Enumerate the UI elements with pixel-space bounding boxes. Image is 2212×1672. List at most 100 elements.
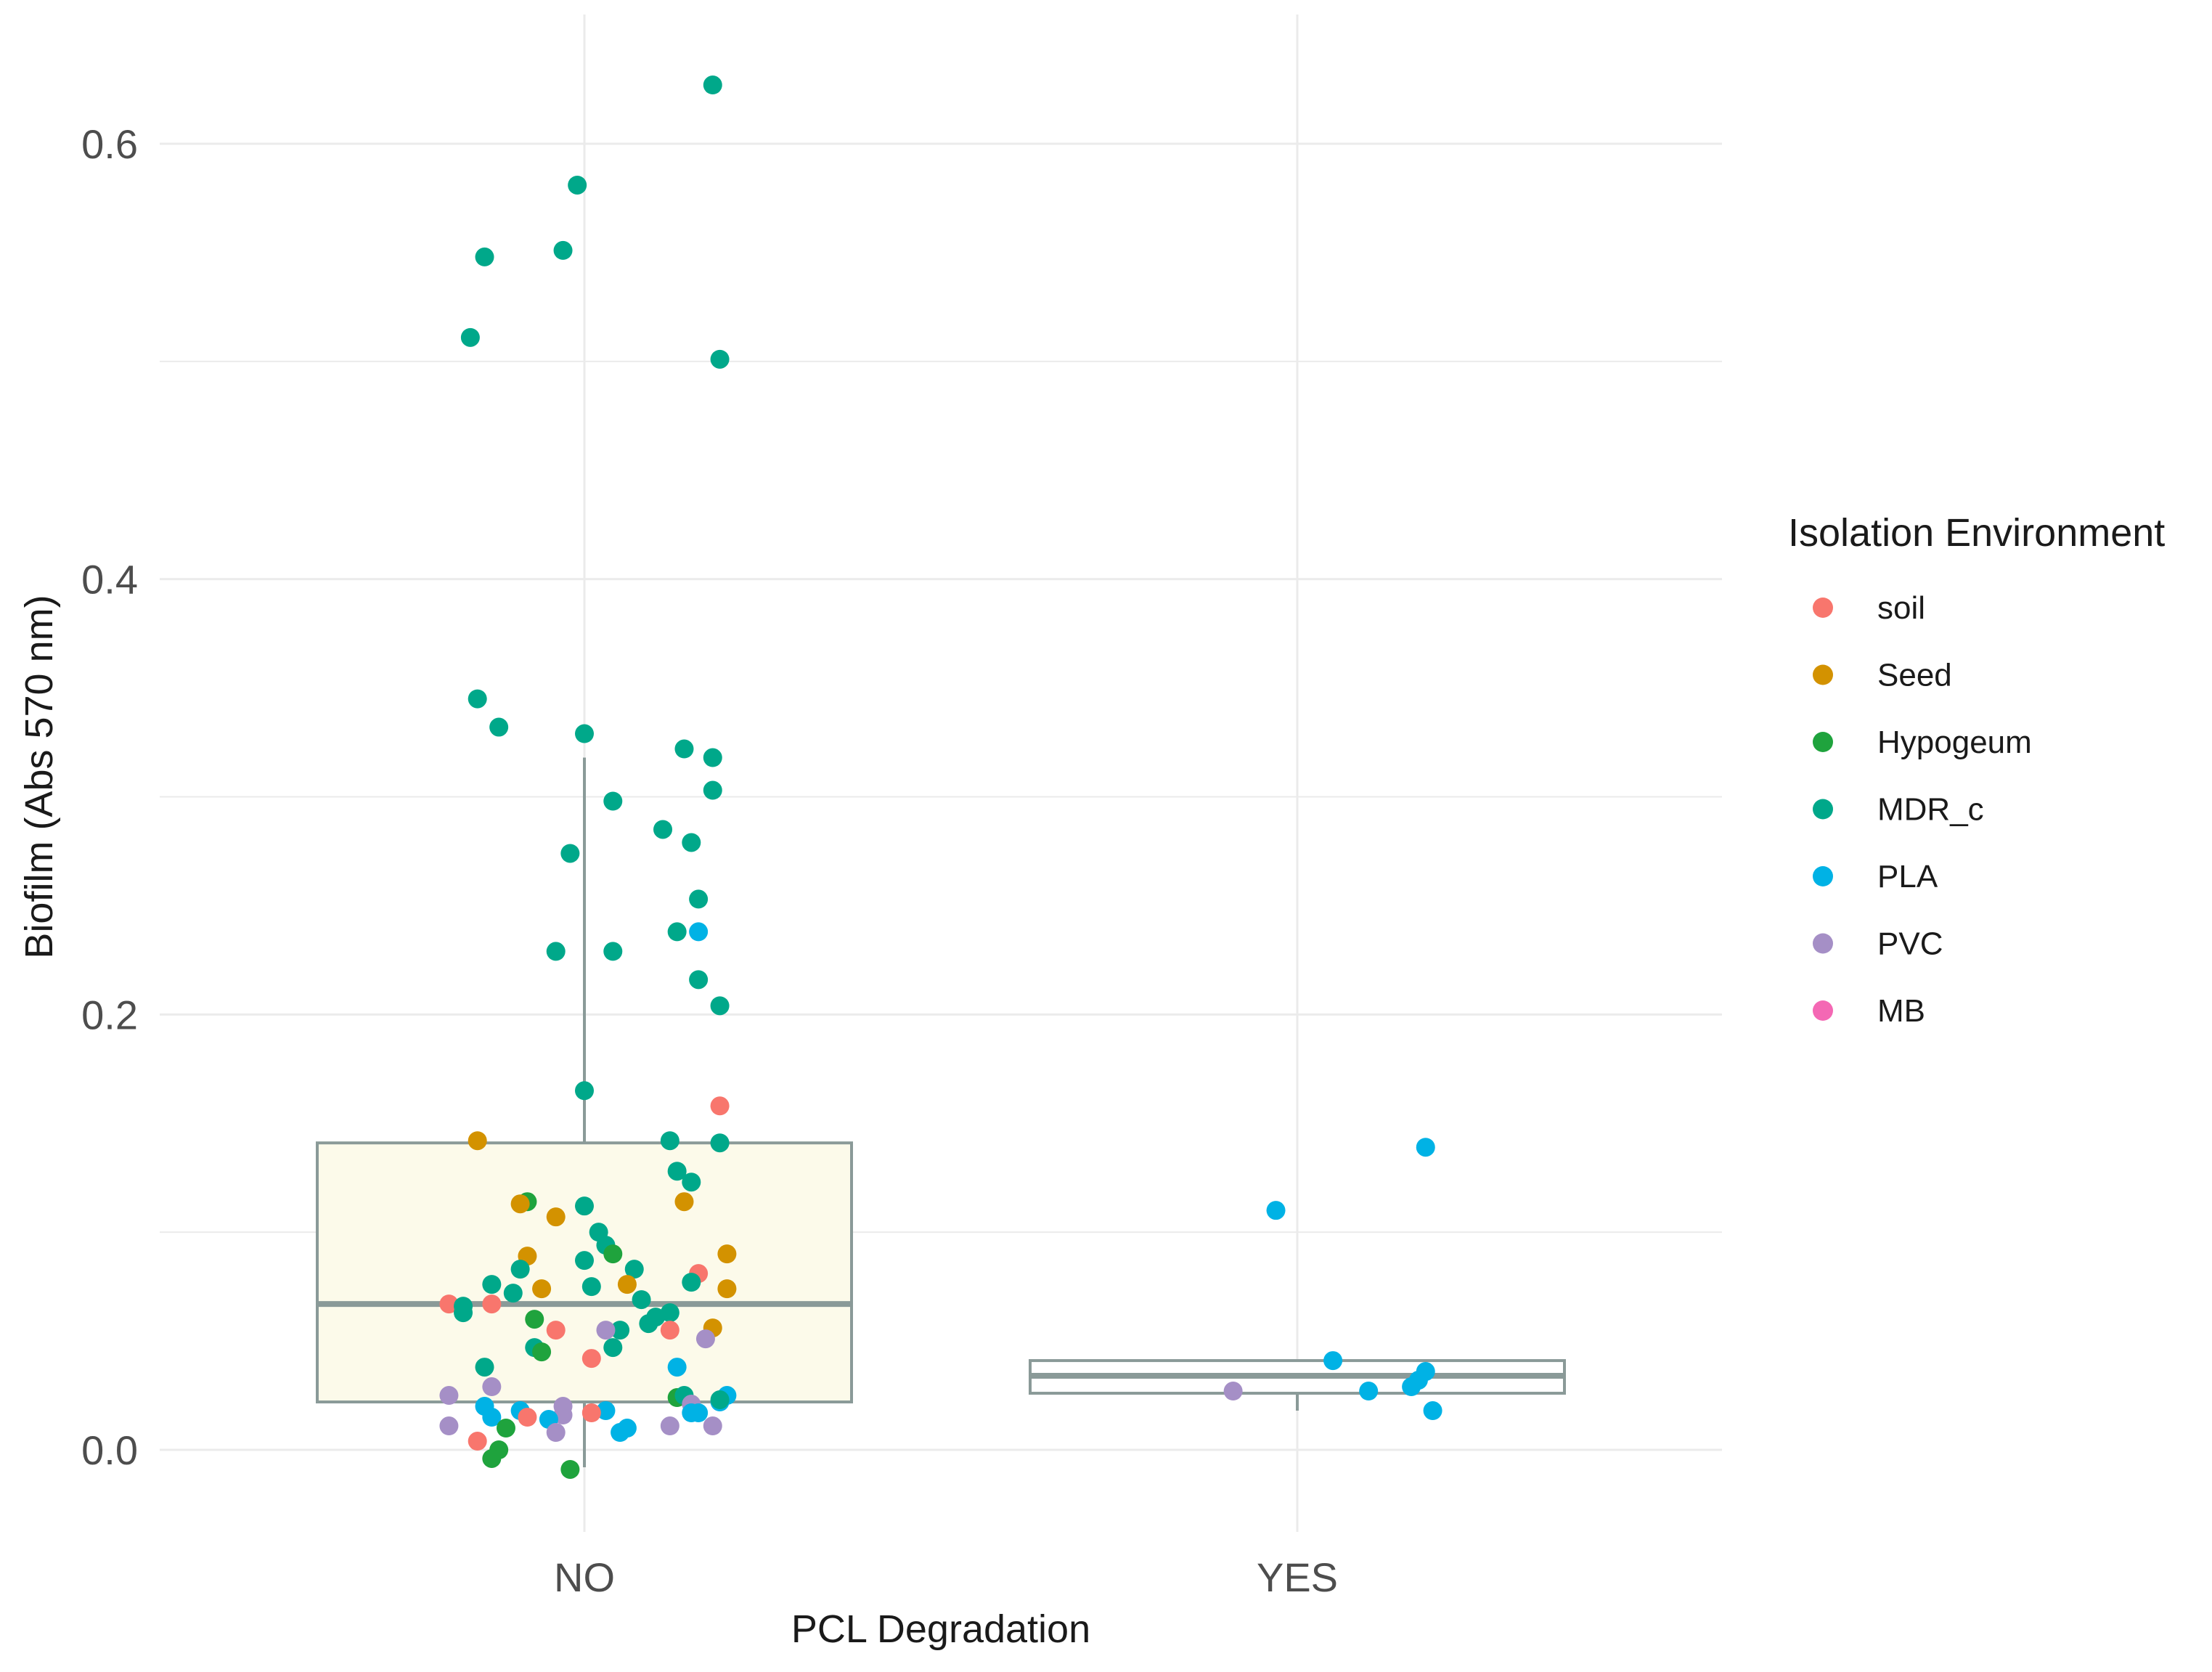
data-point <box>460 327 480 347</box>
legend-label: MDR_c <box>1877 792 1984 828</box>
data-point <box>710 1390 730 1410</box>
data-point <box>1359 1382 1379 1401</box>
data-point <box>603 791 623 811</box>
legend-label: PVC <box>1877 926 1943 962</box>
data-point <box>581 1277 601 1297</box>
y-tick-label: 0.4 <box>81 557 138 603</box>
data-point <box>581 1403 601 1423</box>
data-point <box>682 1273 701 1292</box>
legend-swatch <box>1813 933 1833 954</box>
data-point <box>553 1406 573 1425</box>
data-point <box>510 1194 530 1214</box>
data-point <box>439 1294 459 1314</box>
data-point <box>575 1251 594 1271</box>
data-point <box>468 1432 487 1451</box>
y-tick-label: 0.0 <box>81 1427 138 1473</box>
data-point <box>546 1423 566 1443</box>
legend-swatch <box>1813 598 1833 618</box>
data-point <box>689 1403 709 1423</box>
data-point <box>1402 1377 1421 1397</box>
data-point <box>624 1260 644 1279</box>
data-point <box>482 1294 502 1314</box>
legend-label: Hypogeum <box>1877 725 2032 760</box>
data-point <box>703 1416 722 1436</box>
data-point <box>617 1275 637 1294</box>
data-point <box>496 1419 515 1438</box>
x-axis-title: PCL Degradation <box>791 1607 1090 1651</box>
data-point <box>667 1162 687 1181</box>
data-point <box>703 780 722 800</box>
data-point <box>489 717 509 737</box>
data-point <box>503 1284 523 1303</box>
legend: Isolation Environment soil Seed Hypogeum MD… <box>1788 511 2165 1029</box>
data-point <box>525 1310 544 1329</box>
data-point <box>667 922 687 942</box>
data-point <box>482 1448 502 1468</box>
data-point <box>639 1314 658 1334</box>
data-point <box>660 1131 679 1151</box>
data-point <box>603 1338 623 1358</box>
y-tick-label: 0.2 <box>81 992 138 1037</box>
data-point <box>695 1329 715 1349</box>
x-tick-label: NO <box>554 1554 615 1600</box>
data-point <box>710 349 730 369</box>
legend-label: soil <box>1877 590 1925 626</box>
data-point <box>717 1279 737 1299</box>
data-point <box>596 1321 616 1340</box>
legend-label: PLA <box>1877 859 1938 894</box>
data-point <box>660 1416 679 1436</box>
data-point <box>689 922 709 942</box>
data-point <box>475 247 494 266</box>
data-point <box>682 1173 701 1192</box>
data-point <box>703 76 722 95</box>
data-point <box>482 1408 502 1427</box>
data-point <box>439 1386 459 1406</box>
data-point <box>653 820 673 839</box>
legend-swatch <box>1813 664 1833 685</box>
x-tick-label: YES <box>1257 1554 1338 1600</box>
data-point <box>674 739 694 759</box>
data-point <box>454 1303 473 1323</box>
data-point <box>546 1207 566 1227</box>
data-point <box>575 1081 594 1101</box>
data-point <box>710 1096 730 1116</box>
legend-label: Seed <box>1877 658 1952 693</box>
data-point <box>717 1244 737 1264</box>
axis-layer: 0.0 0.2 0.4 0.6 NO YES <box>81 121 1338 1600</box>
data-point <box>468 1131 487 1151</box>
data-point <box>560 844 580 863</box>
data-point <box>575 724 594 743</box>
data-point <box>553 240 573 260</box>
y-tick-label: 0.6 <box>81 121 138 167</box>
data-point <box>1223 1382 1243 1401</box>
data-point <box>532 1279 552 1299</box>
data-point <box>439 1416 459 1436</box>
data-point <box>1266 1201 1286 1220</box>
data-point <box>1423 1401 1442 1421</box>
data-point <box>560 1459 580 1479</box>
data-point <box>581 1349 601 1369</box>
data-point <box>603 942 623 961</box>
data-point <box>482 1377 502 1397</box>
data-point <box>532 1342 552 1362</box>
data-point <box>703 748 722 767</box>
data-point <box>468 689 487 709</box>
data-point <box>682 833 701 852</box>
legend-title: Isolation Environment <box>1788 511 2165 555</box>
data-point <box>660 1303 679 1323</box>
data-point <box>603 1244 623 1264</box>
data-point <box>518 1408 537 1427</box>
data-point <box>1323 1351 1343 1371</box>
data-point <box>689 970 709 990</box>
data-point <box>660 1321 679 1340</box>
data-point <box>1416 1138 1435 1157</box>
box-layer <box>316 757 1566 1467</box>
y-axis-title: Biofilm (Abs 570 nm) <box>17 595 61 958</box>
data-point <box>611 1321 630 1340</box>
data-point <box>510 1260 530 1279</box>
data-point <box>482 1275 502 1294</box>
point-layer <box>439 76 1442 1479</box>
data-point <box>710 996 730 1016</box>
data-point <box>596 1401 616 1421</box>
